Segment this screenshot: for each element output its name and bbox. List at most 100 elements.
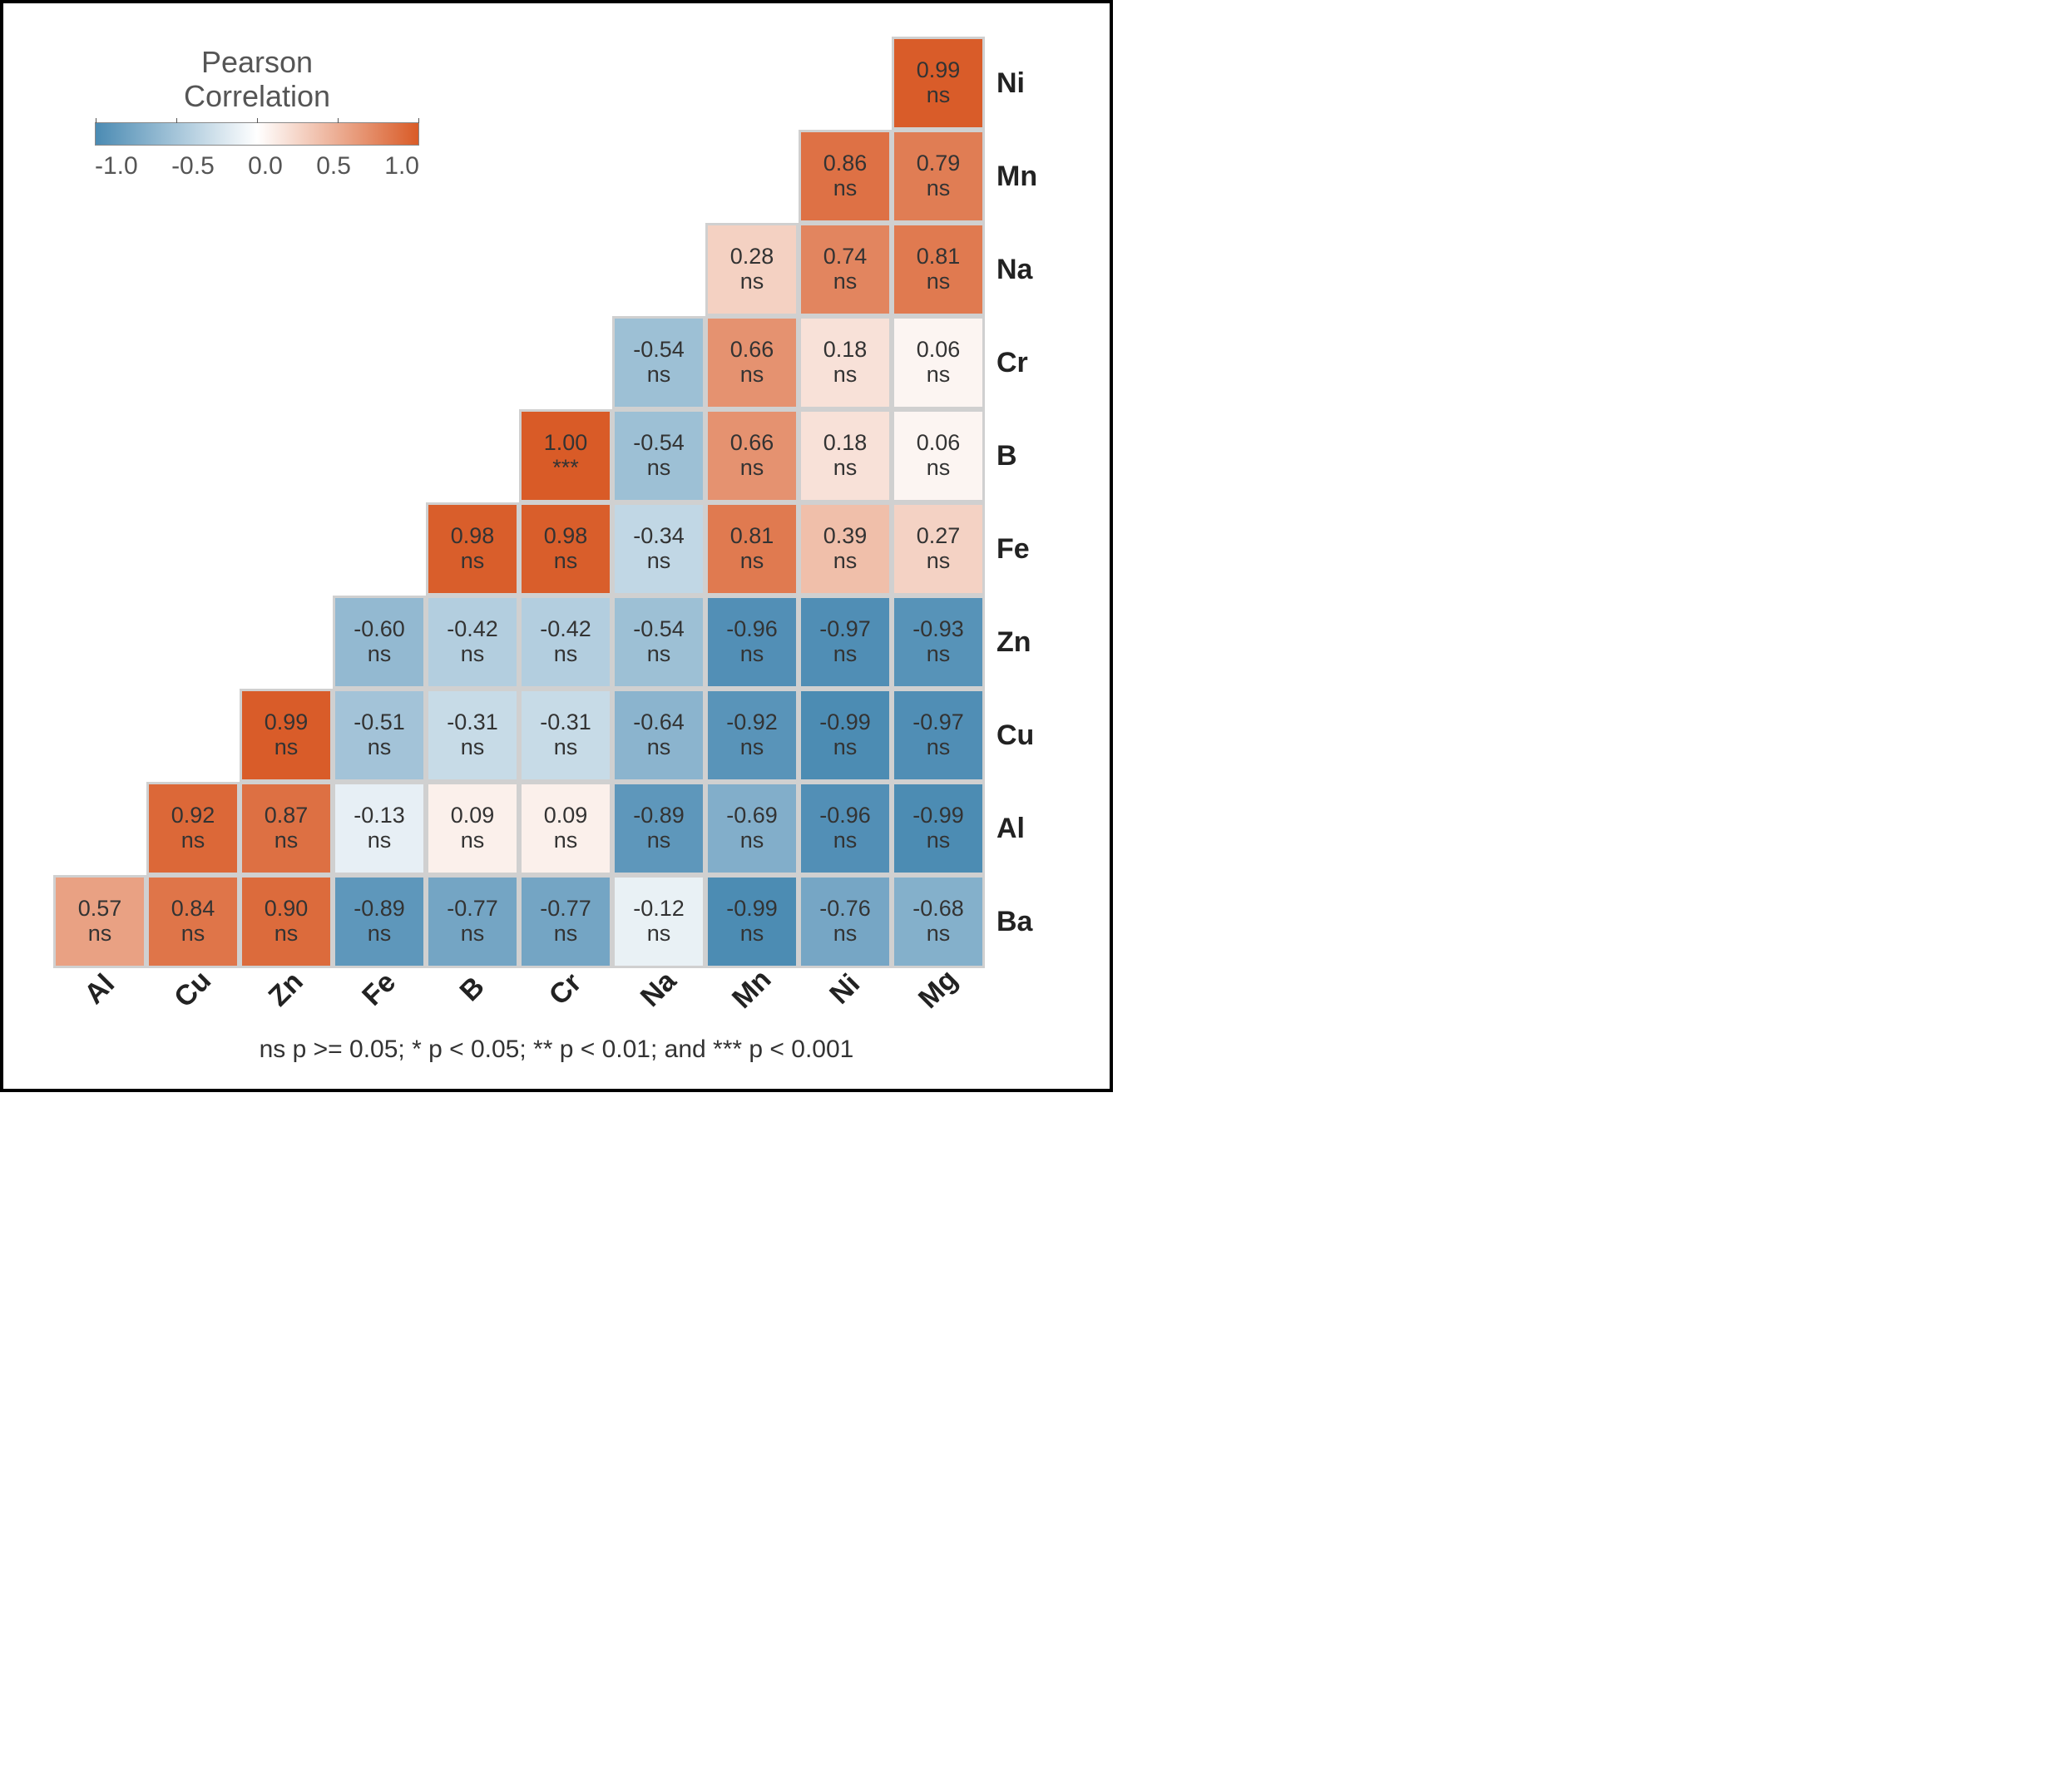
cell-value: 0.28 <box>730 245 774 269</box>
cell-significance: *** <box>552 456 579 481</box>
cell-value: -0.77 <box>540 897 591 922</box>
cell-significance: ns <box>461 642 485 667</box>
cell-significance: ns <box>647 456 671 481</box>
chart-area: Pearson Correlation -1.0-0.50.00.51.0 0.… <box>53 37 1060 1064</box>
cell-significance: ns <box>368 828 392 853</box>
heatmap-cell: -0.13ns <box>333 782 426 875</box>
cell-value: 0.81 <box>917 245 961 269</box>
cell-significance: ns <box>274 735 299 760</box>
cell-significance: ns <box>647 828 671 853</box>
cell-significance: ns <box>181 922 205 947</box>
cell-value: -0.42 <box>540 617 591 642</box>
cell-significance: ns <box>927 363 951 388</box>
heatmap-cell: 0.87ns <box>240 782 333 875</box>
heatmap-cell: 0.90ns <box>240 875 333 968</box>
cell-significance: ns <box>927 828 951 853</box>
cell-significance: ns <box>833 456 858 481</box>
cell-value: -0.69 <box>726 803 778 828</box>
heatmap-cell: -0.89ns <box>612 782 705 875</box>
heatmap-cell: -0.77ns <box>519 875 612 968</box>
cell-value: 0.92 <box>171 803 215 828</box>
cell-value: 0.06 <box>917 431 961 456</box>
heatmap-cell: 0.92ns <box>146 782 240 875</box>
heatmap-cell: 0.66ns <box>705 316 799 409</box>
heatmap-cell: 0.09ns <box>519 782 612 875</box>
heatmap-cell: 0.06ns <box>892 409 985 502</box>
cell-value: -0.97 <box>819 617 871 642</box>
cell-significance: ns <box>554 549 578 574</box>
cell-significance: ns <box>368 922 392 947</box>
heatmap-cell: 0.28ns <box>705 223 799 316</box>
cell-significance: ns <box>554 735 578 760</box>
cell-value: 0.27 <box>917 524 961 549</box>
row-label: Mn <box>985 130 1060 223</box>
cell-significance: ns <box>274 828 299 853</box>
cell-value: -0.76 <box>819 897 871 922</box>
cell-significance: ns <box>833 735 858 760</box>
cell-value: -0.89 <box>633 803 685 828</box>
heatmap-cell: -0.31ns <box>426 689 519 782</box>
x-axis-labels: AlCuZnFeBCrNaMnNiMg <box>53 973 1060 1006</box>
cell-significance: ns <box>647 642 671 667</box>
heatmap-cell: -0.97ns <box>892 689 985 782</box>
cell-significance: ns <box>927 549 951 574</box>
heatmap-cell: -0.42ns <box>426 596 519 689</box>
heatmap-cell: 0.84ns <box>146 875 240 968</box>
row-label: Cr <box>985 316 1060 409</box>
heatmap-cell: 0.81ns <box>705 502 799 596</box>
heatmap-cell: 0.86ns <box>799 130 892 223</box>
cell-significance: ns <box>647 922 671 947</box>
cell-value: -0.92 <box>726 710 778 735</box>
heatmap-cell: 0.18ns <box>799 409 892 502</box>
cell-value: -0.99 <box>726 897 778 922</box>
cell-value: 0.90 <box>265 897 309 922</box>
heatmap-cell: -0.54ns <box>612 596 705 689</box>
cell-significance: ns <box>554 922 578 947</box>
cell-significance: ns <box>647 735 671 760</box>
cell-value: 0.18 <box>823 431 868 456</box>
cell-value: -0.89 <box>354 897 405 922</box>
row-label: Al <box>985 782 1060 875</box>
cell-value: -0.64 <box>633 710 685 735</box>
cell-value: -0.12 <box>633 897 685 922</box>
row-label: Zn <box>985 596 1060 689</box>
cell-value: 0.81 <box>730 524 774 549</box>
cell-value: -0.60 <box>354 617 405 642</box>
cell-significance: ns <box>833 828 858 853</box>
cell-value: -0.99 <box>912 803 964 828</box>
cell-value: 1.00 <box>544 431 588 456</box>
cell-value: -0.54 <box>633 431 685 456</box>
cell-significance: ns <box>461 735 485 760</box>
row-label: Ni <box>985 37 1060 130</box>
cell-significance: ns <box>181 828 205 853</box>
cell-value: -0.68 <box>912 897 964 922</box>
heatmap-cell: -0.64ns <box>612 689 705 782</box>
cell-value: 0.66 <box>730 338 774 363</box>
heatmap-cell: 0.09ns <box>426 782 519 875</box>
cell-significance: ns <box>927 269 951 294</box>
heatmap-cell: 0.18ns <box>799 316 892 409</box>
heatmap-cell: -0.93ns <box>892 596 985 689</box>
heatmap-cell: 0.39ns <box>799 502 892 596</box>
cell-significance: ns <box>461 828 485 853</box>
heatmap-cell: 0.99ns <box>892 37 985 130</box>
row-label: Na <box>985 223 1060 316</box>
heatmap-cell: 0.98ns <box>426 502 519 596</box>
cell-significance: ns <box>740 642 764 667</box>
cell-significance: ns <box>554 828 578 853</box>
cell-significance: ns <box>927 922 951 947</box>
cell-value: -0.54 <box>633 617 685 642</box>
cell-significance: ns <box>461 549 485 574</box>
cell-significance: ns <box>927 642 951 667</box>
cell-significance: ns <box>647 363 671 388</box>
cell-value: -0.96 <box>819 803 871 828</box>
heatmap-cell: 0.57ns <box>53 875 146 968</box>
cell-value: -0.93 <box>912 617 964 642</box>
heatmap-grid: 0.99nsNi0.86ns0.79nsMn0.28ns0.74ns0.81ns… <box>53 37 1060 968</box>
cell-significance: ns <box>833 269 858 294</box>
cell-significance: ns <box>740 922 764 947</box>
cell-value: 0.39 <box>823 524 868 549</box>
cell-significance: ns <box>368 735 392 760</box>
heatmap-cell: 0.79ns <box>892 130 985 223</box>
cell-value: -0.13 <box>354 803 405 828</box>
